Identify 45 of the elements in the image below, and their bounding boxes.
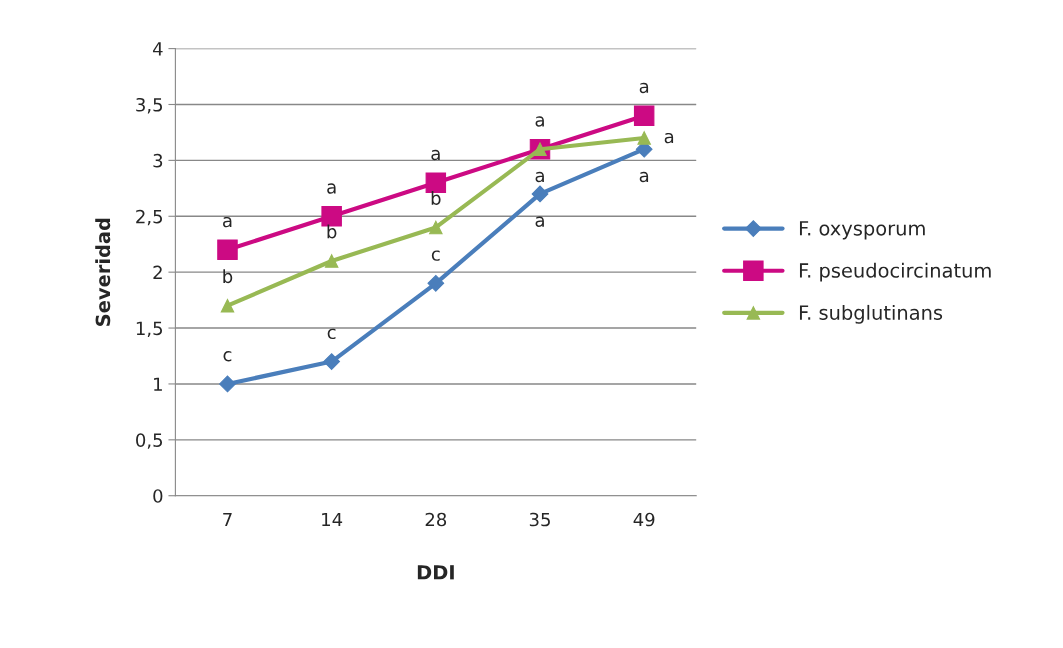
annotation: b [327,224,337,239]
y-axis-title: Severidad [95,218,111,326]
y-tick-label: 2 [153,265,162,280]
annotation: a [223,216,232,228]
annotation: a [664,132,674,144]
annotation: b [223,269,233,284]
point [323,353,341,370]
point [324,254,339,268]
annotation: c [223,351,232,362]
legend-label: F. subglutinans [799,304,943,324]
y-tick-label: 1,5 [136,321,163,338]
x-tick-label: 7 [223,512,232,527]
annotation: a [431,149,440,161]
annotation: b [431,190,441,205]
y-tick-label: 1 [154,377,162,391]
point [429,220,443,235]
annotation: a [327,183,336,194]
annotation: a [535,171,544,183]
annotation: a [535,116,544,127]
legend-label: F. pseudocircinatum [799,262,991,282]
legend-label: F. oxysporum [799,221,925,240]
x-tick-label: 35 [529,512,550,527]
y-tick-label: 0 [153,489,163,503]
y-tick-label: 3 [153,153,163,168]
annotation: a [535,216,544,227]
y-tick-label: 4 [152,42,163,56]
annotation: c [431,250,440,261]
annotation: c [327,328,336,340]
point [219,375,236,393]
x-tick-label: 28 [425,512,447,527]
point [637,131,651,145]
x-axis-title: DDI [417,565,454,580]
y-tick-label: 0,5 [136,433,163,449]
point [633,105,655,126]
y-tick-label: 2,5 [136,209,163,226]
point [217,239,238,261]
x-tick-label: 14 [322,512,343,527]
x-tick-label: 49 [633,512,655,527]
point [425,172,447,193]
point [220,298,235,313]
point [427,274,445,292]
point [531,185,549,203]
annotation: a [639,82,649,94]
annotation: a [639,171,649,183]
y-tick-label: 3,5 [136,97,163,114]
